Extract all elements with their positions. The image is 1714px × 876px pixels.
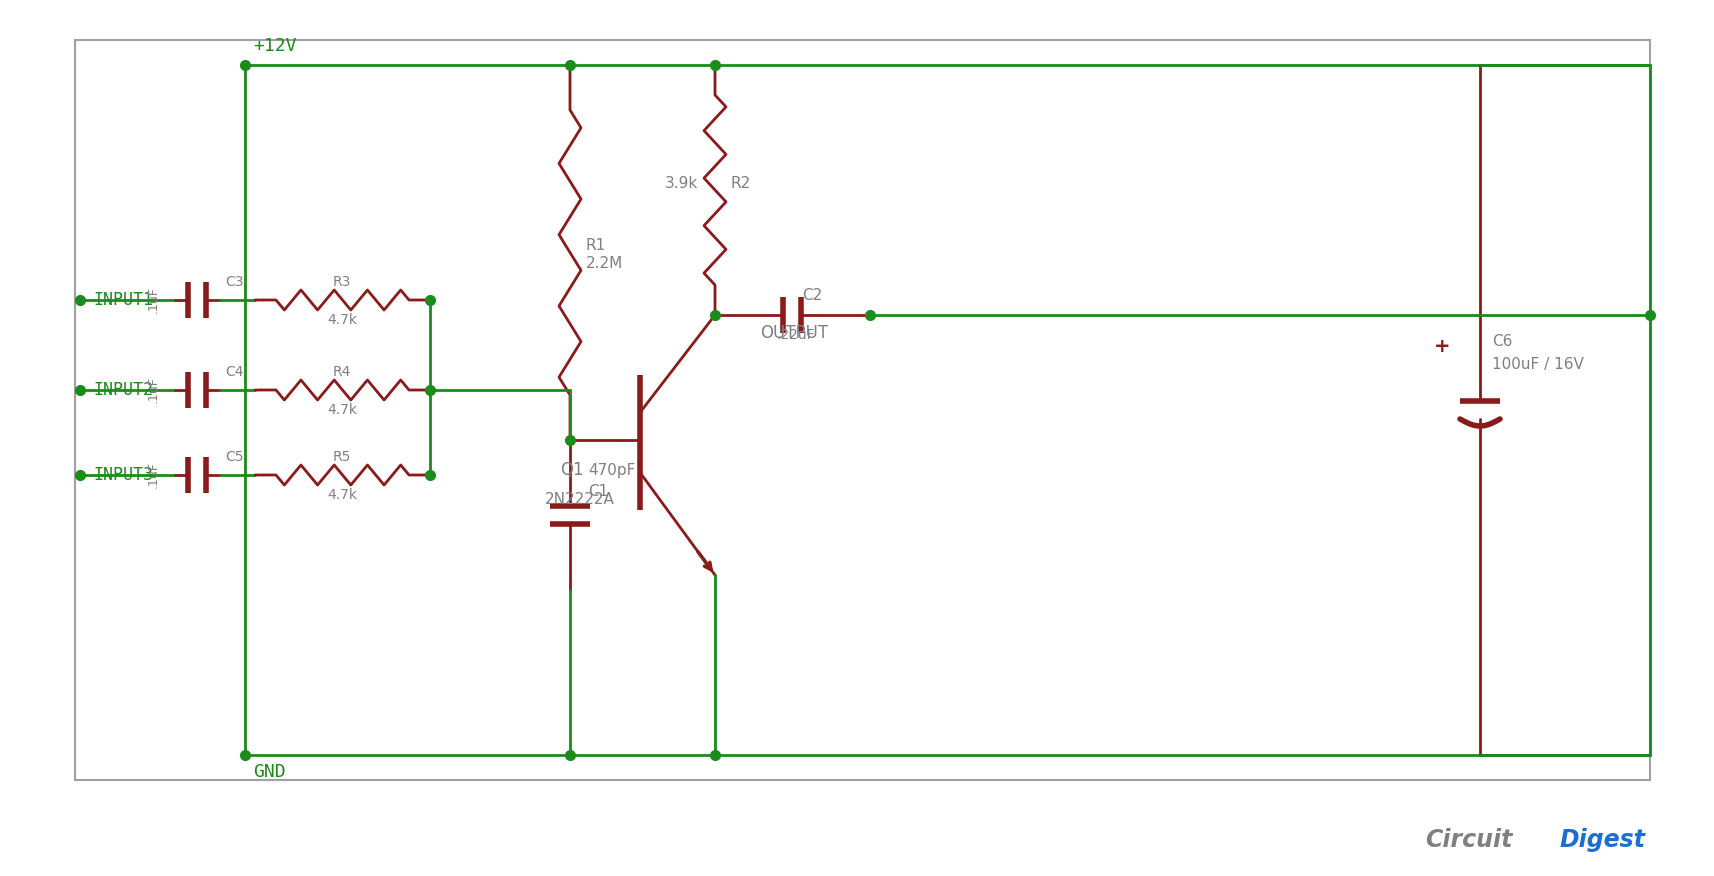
Text: C6: C6 <box>1491 335 1512 350</box>
Text: .1uF: .1uF <box>147 286 159 314</box>
Text: +12V: +12V <box>254 37 297 55</box>
Text: 3.9k: 3.9k <box>665 176 698 192</box>
Text: C4: C4 <box>225 365 243 379</box>
Text: R1: R1 <box>586 238 607 253</box>
Text: Q1: Q1 <box>560 461 584 479</box>
Text: +: + <box>1433 336 1450 356</box>
Text: R5: R5 <box>333 450 351 464</box>
Text: INPUT2: INPUT2 <box>93 381 153 399</box>
Text: C3: C3 <box>225 275 243 289</box>
Text: R3: R3 <box>333 275 351 289</box>
Text: INPUT3: INPUT3 <box>93 466 153 484</box>
Text: Digest: Digest <box>1560 828 1645 852</box>
Text: Circuit: Circuit <box>1424 828 1512 852</box>
Text: 4.7k: 4.7k <box>327 313 357 327</box>
Text: C1: C1 <box>588 484 608 499</box>
Text: 470pF: 470pF <box>588 463 636 477</box>
Text: 4.7k: 4.7k <box>327 488 357 502</box>
Text: .22uF: .22uF <box>776 328 816 342</box>
Text: 100uF / 16V: 100uF / 16V <box>1491 357 1584 371</box>
Text: .1uF: .1uF <box>147 462 159 489</box>
Text: OUTPUT: OUTPUT <box>759 324 828 342</box>
Text: 2N2222A: 2N2222A <box>545 492 615 507</box>
Text: .1uF: .1uF <box>147 377 159 404</box>
Text: 4.7k: 4.7k <box>327 403 357 417</box>
Text: INPUT1: INPUT1 <box>93 291 153 309</box>
Text: R4: R4 <box>333 365 351 379</box>
Text: C2: C2 <box>802 287 823 302</box>
Text: 2.2M: 2.2M <box>586 257 624 272</box>
Text: C5: C5 <box>225 450 243 464</box>
Text: R2: R2 <box>730 176 751 192</box>
Text: GND: GND <box>254 763 286 781</box>
